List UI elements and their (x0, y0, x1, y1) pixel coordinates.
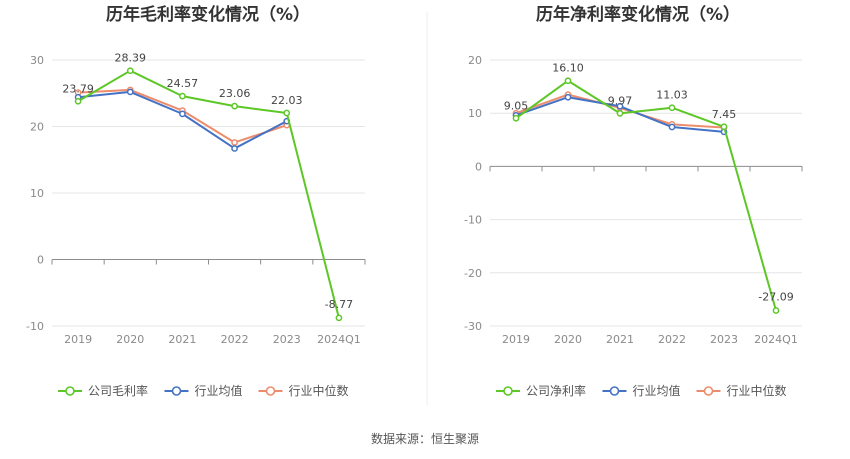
chart2-title: 历年净利率变化情况（%） (536, 4, 740, 25)
chart2-y-tick-label: -30 (464, 320, 482, 333)
chart2-x-tick-label: 2019 (502, 333, 530, 346)
chart1-legend-item-industry_avg[interactable]: 行业均值 (195, 383, 243, 398)
chart1-y-tick-label: -10 (26, 320, 44, 333)
chart2-point-company (616, 110, 624, 117)
chart2-point-industry_avg (668, 123, 676, 131)
chart1-data-label: 24.57 (167, 77, 199, 90)
chart1-point-company (126, 67, 134, 75)
chart1-series-line-company (77, 69, 340, 319)
chart1-data-label: -8.77 (325, 298, 353, 311)
chart2-point-company (720, 123, 728, 131)
chart2-legend-item-industry_avg[interactable]: 行业均值 (633, 383, 681, 398)
chart2-data-label: -27.09 (758, 291, 793, 304)
chart1-x-tick-label: 2024Q1 (317, 333, 361, 346)
chart2-point-company (512, 114, 520, 122)
chart2-y-tick-label: 10 (468, 107, 482, 120)
chart1-x-tick-label: 2022 (221, 333, 249, 346)
chart1-y-tick-label: 0 (37, 254, 44, 267)
chart1-data-label: 23.79 (62, 82, 94, 95)
chart2-x-tick-label: 2022 (658, 333, 686, 346)
chart2-series-line-company (515, 79, 777, 311)
chart2-legend-marker-company[interactable] (503, 386, 513, 396)
chart2-point-industry_avg (616, 102, 624, 110)
chart1-point-company (283, 109, 291, 117)
chart1-data-label: 23.06 (219, 87, 251, 100)
chart2-data-label: 9.97 (608, 94, 633, 107)
chart1-point-industry_median (231, 139, 238, 146)
chart1-point-industry_avg (179, 110, 186, 118)
chart1-point-company (231, 102, 238, 110)
chart2-data-label: 7.45 (712, 108, 737, 121)
chart1-point-company (74, 97, 82, 105)
chart2-data-label: 9.05 (504, 99, 529, 112)
chart1-data-label: 28.39 (115, 52, 147, 65)
chart2-x-tick-label: 2020 (554, 333, 582, 346)
chart1-title: 历年毛利率变化情况（%） (106, 4, 310, 25)
chart1-x-tick-label: 2020 (116, 333, 144, 346)
source-note: 数据来源：恒生聚源 (371, 431, 479, 446)
chart2-point-company (772, 307, 780, 314)
chart2-data-label: 16.10 (552, 62, 584, 75)
chart2-y-tick-label: 0 (475, 160, 482, 173)
chart1-x-tick-label: 2023 (273, 333, 301, 346)
chart1-point-industry_avg (231, 145, 238, 152)
chart2-legend-item-company[interactable]: 公司净利率 (526, 383, 586, 398)
chart1-legend-item-company[interactable]: 公司毛利率 (88, 383, 148, 398)
chart2-point-company (668, 104, 676, 112)
chart1-y-tick-label: 30 (30, 54, 44, 67)
chart1-point-company (179, 92, 186, 100)
chart2-x-tick-label: 2023 (710, 333, 738, 346)
chart2-x-tick-label: 2021 (606, 333, 634, 346)
chart1-series-line-industry_avg (77, 90, 288, 150)
chart1-legend-marker-company[interactable] (65, 386, 75, 396)
chart2-point-industry_avg (564, 93, 572, 101)
chart1-x-tick-label: 2021 (168, 333, 196, 346)
chart2-legend-marker-industry_avg[interactable] (609, 386, 620, 396)
chart1-point-industry_avg (126, 88, 134, 96)
chart2-y-tick-label: -10 (464, 214, 482, 227)
chart1-data-label: 22.03 (271, 94, 303, 107)
chart1-point-company (335, 314, 343, 322)
chart2-legend-marker-industry_median[interactable] (703, 386, 714, 396)
chart2-y-tick-label: 20 (468, 54, 482, 67)
chart1-legend-marker-industry_median[interactable] (265, 386, 276, 396)
chart1-x-tick-label: 2019 (64, 333, 92, 346)
chart2-point-company (564, 77, 572, 85)
chart1-legend-item-industry_median[interactable]: 行业中位数 (289, 383, 349, 398)
chart2-data-label: 11.03 (656, 89, 688, 102)
chart1-y-tick-label: 10 (30, 187, 44, 200)
chart2-legend-item-industry_median[interactable]: 行业中位数 (727, 383, 787, 398)
chart1-legend-marker-industry_avg[interactable] (171, 386, 182, 396)
chart1-y-tick-label: 20 (30, 121, 44, 134)
chart2-y-tick-label: -20 (464, 267, 482, 280)
chart2-x-tick-label: 2024Q1 (754, 333, 798, 346)
